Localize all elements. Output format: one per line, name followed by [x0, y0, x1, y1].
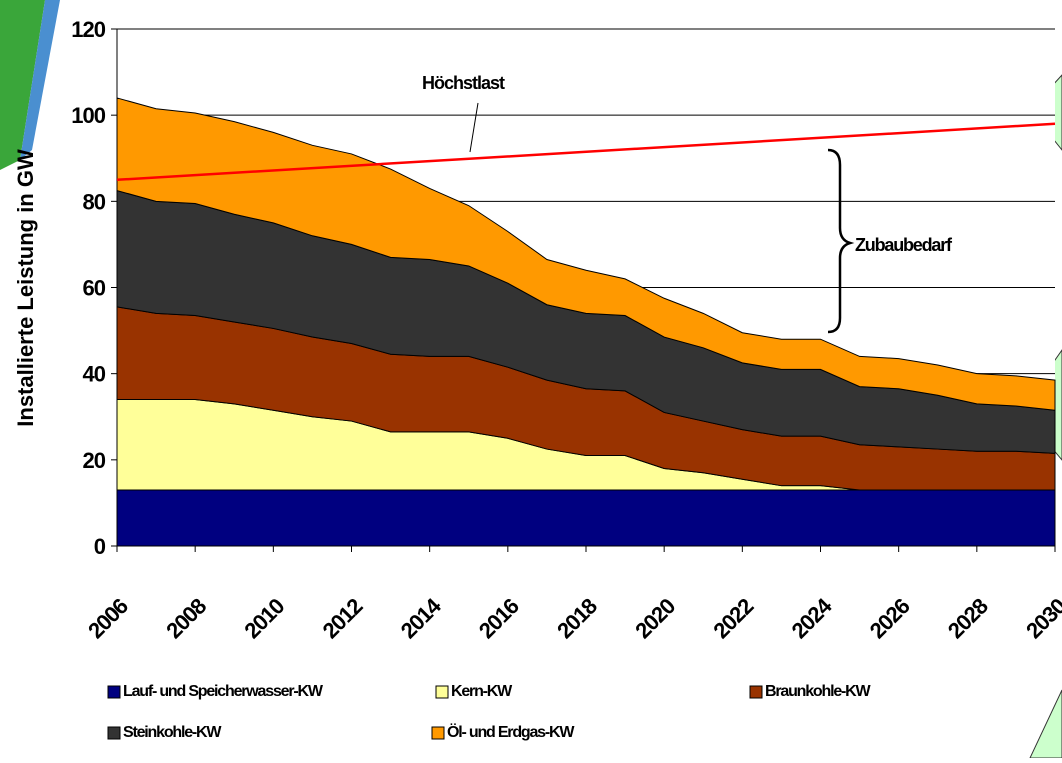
x-tick-label: 2030 — [1021, 593, 1062, 643]
x-tick-label: 2028 — [943, 593, 993, 643]
x-tick-label: 2024 — [787, 593, 838, 644]
y-tick-label: 80 — [83, 189, 106, 214]
callout — [1030, 690, 1062, 758]
x-tick-label: 2022 — [708, 593, 758, 643]
legend-label: Braunkohle-KW — [765, 683, 871, 700]
x-tick-label: 2006 — [83, 593, 133, 643]
y-tick-label: 0 — [94, 534, 106, 559]
legend-marker — [108, 727, 120, 739]
y-axis-label: Installierte Leistung in GW — [13, 149, 38, 427]
x-tick-label: 2016 — [474, 593, 524, 643]
area — [117, 490, 1055, 546]
legend-label: Steinkohle-KW — [123, 724, 222, 741]
legend-marker — [436, 686, 448, 698]
y-tick-label: 100 — [71, 103, 105, 128]
peak-load-label: Höchstlast — [422, 73, 505, 93]
legend-label: Lauf- und Speicherwasser-KW — [123, 683, 324, 700]
legend-marker — [432, 727, 444, 739]
legend-label: Kern-KW — [451, 683, 513, 700]
y-tick-label: 120 — [71, 17, 105, 42]
x-tick-label: 2018 — [552, 593, 602, 643]
chart: Installierte Leistung in GW 0 20 40 60 80 100… — [0, 0, 1062, 758]
x-tick-label: 2008 — [161, 593, 211, 643]
x-tick-label: 2010 — [239, 593, 289, 643]
x-tick-label: 2020 — [630, 593, 680, 643]
y-tick-label: 20 — [83, 448, 106, 473]
y-tick-label: 60 — [83, 276, 106, 301]
x-tick-label: 2026 — [865, 593, 915, 643]
legend-marker — [750, 686, 762, 698]
legend-marker — [108, 686, 120, 698]
annotation: Zubaubedarf — [855, 235, 953, 255]
y-tick-label: 40 — [83, 362, 106, 387]
x-tick-label: 2012 — [318, 593, 368, 643]
legend-label: Öl- und Erdgas-KW — [447, 722, 575, 741]
x-tick-label: 2014 — [396, 593, 447, 644]
